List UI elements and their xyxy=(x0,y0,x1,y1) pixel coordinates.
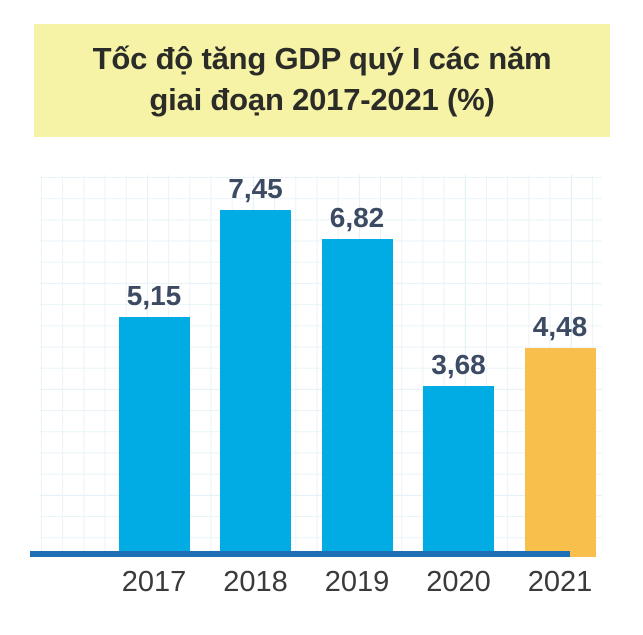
bar-value-label-2021: 4,48 xyxy=(532,311,588,343)
bar-2020[interactable] xyxy=(423,385,494,557)
bar-value-label-2018: 7,45 xyxy=(228,172,283,204)
bar-2021[interactable] xyxy=(524,348,596,557)
bar-group: 6,82 xyxy=(321,175,393,557)
bar-series: 5,15 7,45 6,82 3,68 4,48 xyxy=(40,172,602,557)
bar-value-label-2017: 5,15 xyxy=(126,280,182,312)
bar-value-label-2019: 6,82 xyxy=(329,202,385,234)
bar-2019[interactable] xyxy=(321,239,393,557)
bar-group: 3,68 xyxy=(423,175,494,557)
x-tick-label-2020: 2020 xyxy=(426,566,491,598)
bar-2018[interactable] xyxy=(220,209,291,557)
x-tick-label-2021: 2021 xyxy=(527,566,593,598)
x-axis-tick-labels: 2017 2018 2019 2020 2021 xyxy=(40,562,602,608)
x-tick-label-2018: 2018 xyxy=(223,566,288,598)
bar-group: 5,15 xyxy=(118,175,190,557)
bar-2017[interactable] xyxy=(118,317,190,557)
chart-title-line-1: Tốc độ tăng GDP quý I các năm xyxy=(92,40,552,76)
chart-title-line-2: giai đoạn 2017-2021 (%) xyxy=(149,81,495,117)
bar-group: 4,48 xyxy=(524,175,596,557)
chart-title-banner: Tốc độ tăng GDP quý I các năm giai đoạn … xyxy=(34,24,610,137)
x-axis-line xyxy=(30,551,570,557)
bar-value-label-2020: 3,68 xyxy=(431,348,486,380)
x-tick-label-2019: 2019 xyxy=(324,566,390,598)
plot-area: 5,15 7,45 6,82 3,68 4,48 xyxy=(40,172,602,557)
x-tick-label-2017: 2017 xyxy=(121,566,187,598)
bar-group: 7,45 xyxy=(220,172,291,557)
